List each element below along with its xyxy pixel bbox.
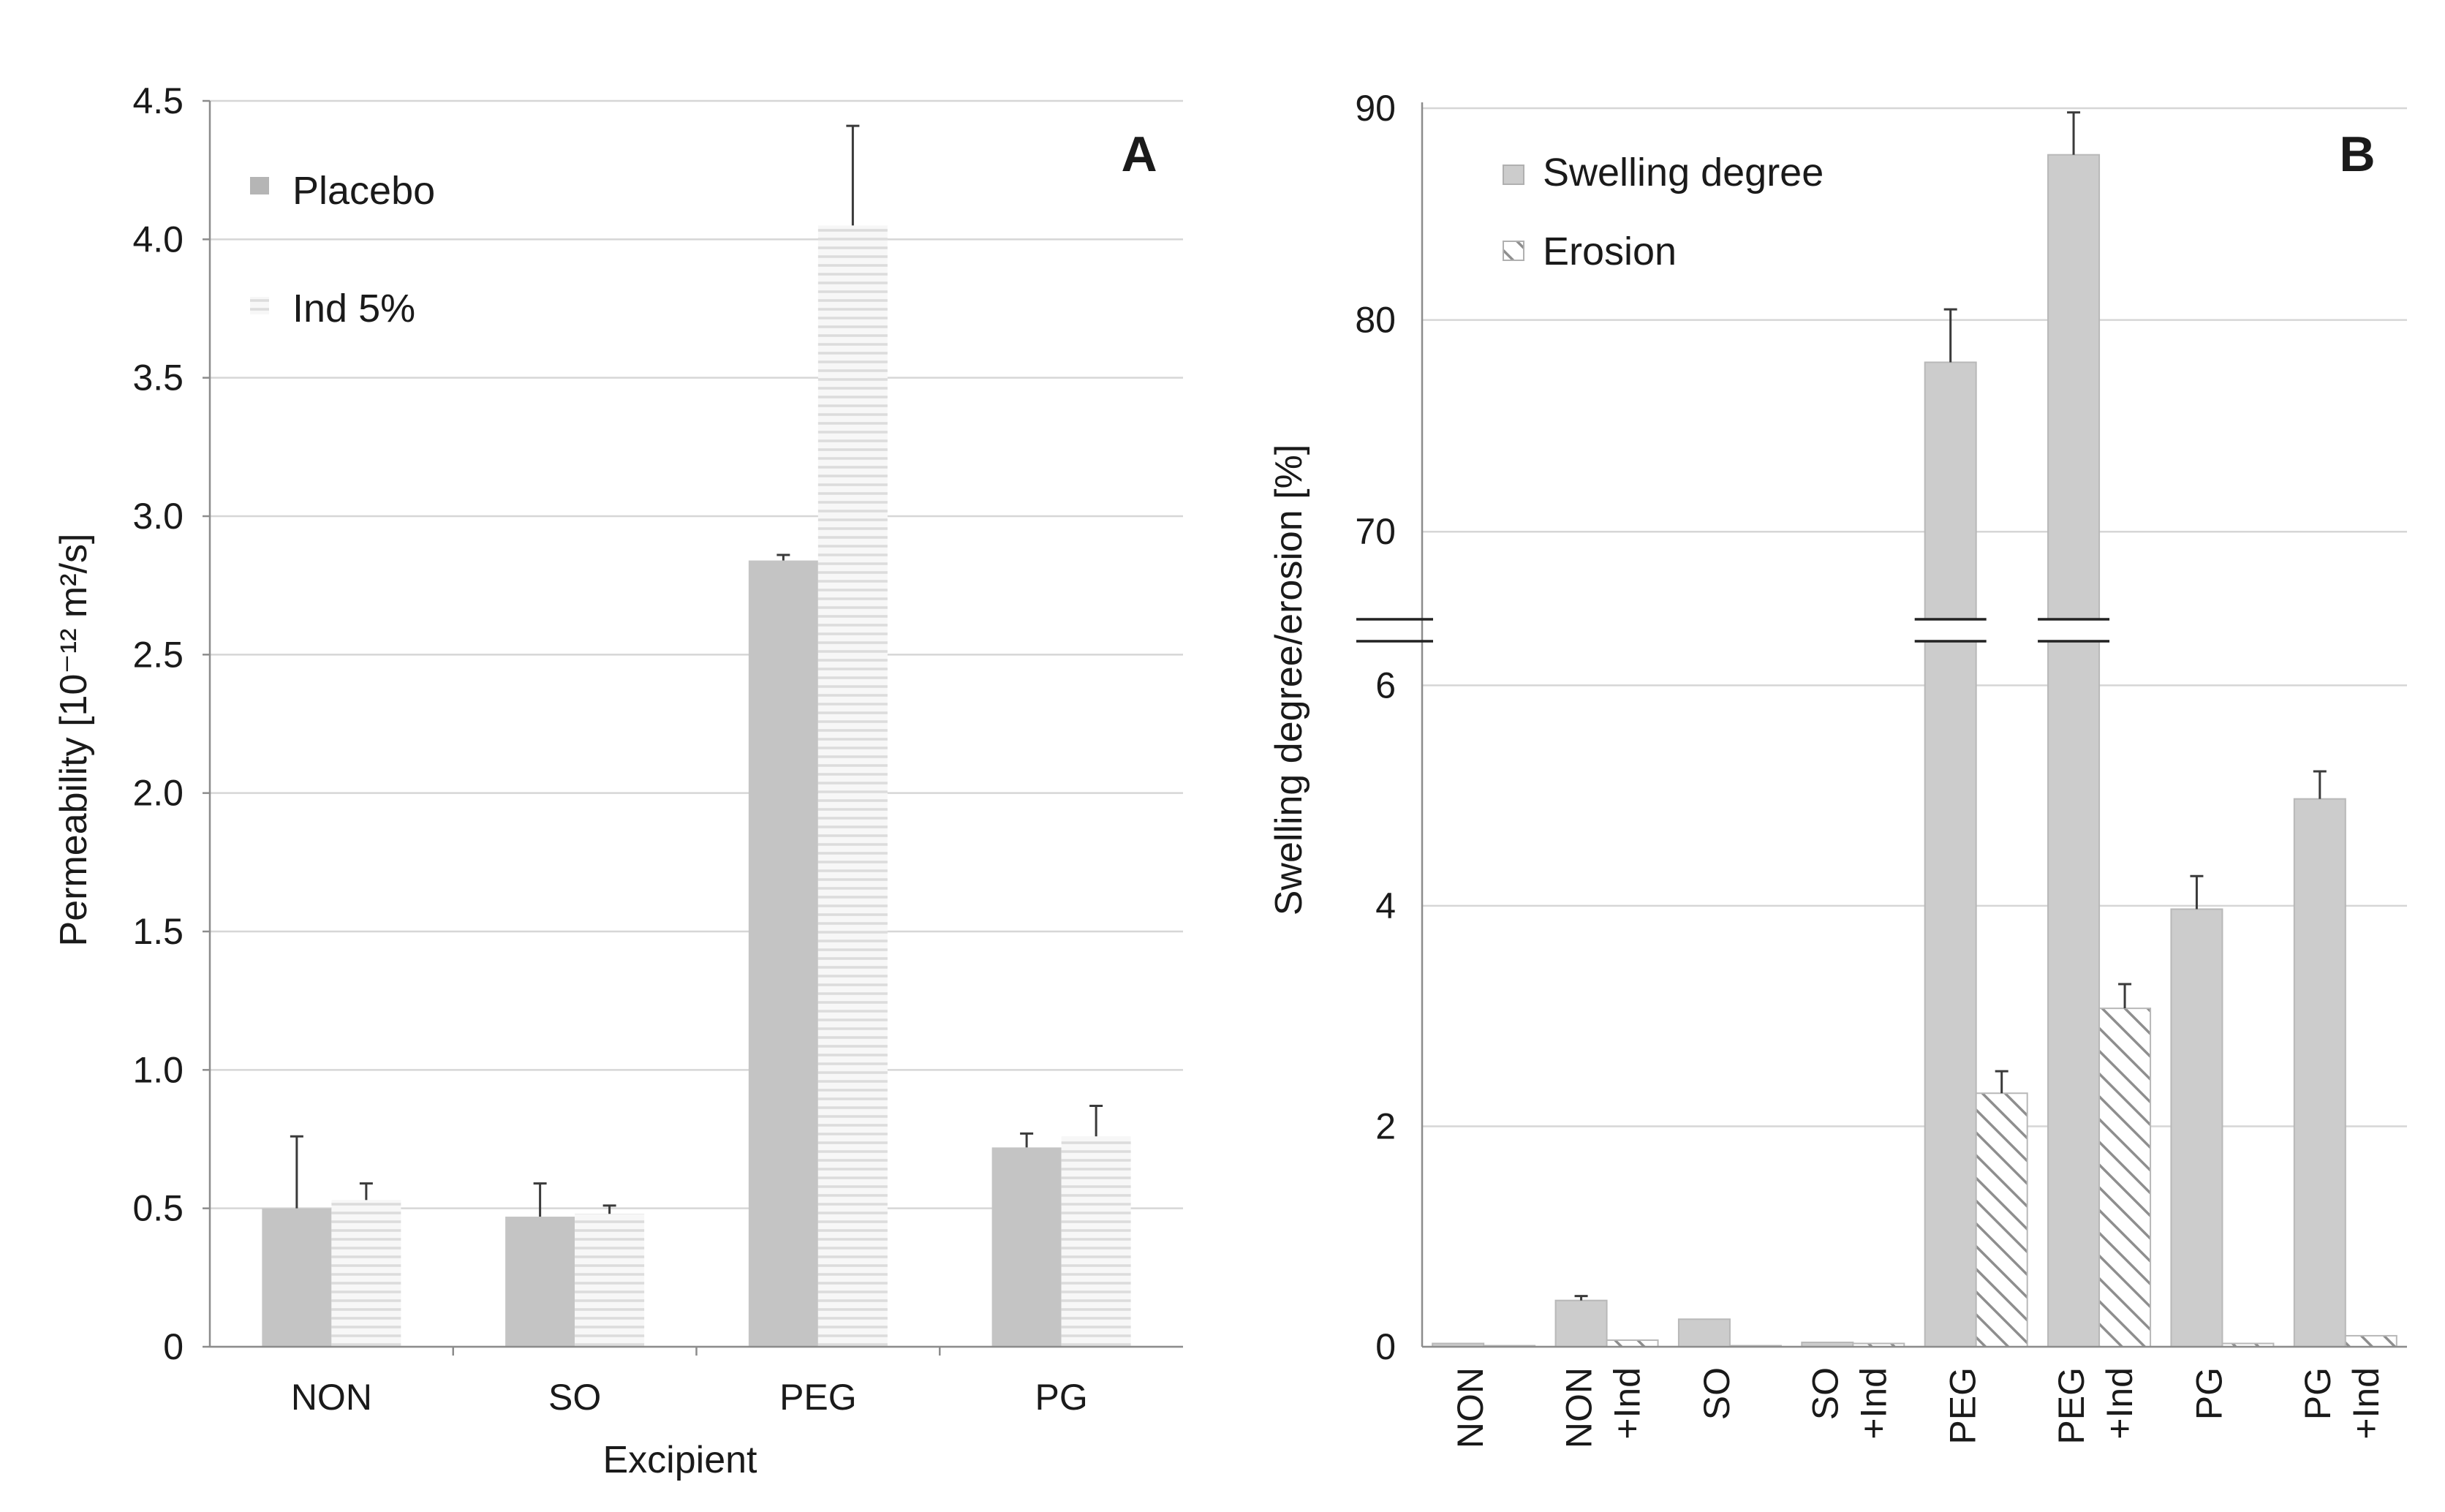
bar-b-erosion-4 xyxy=(1975,1092,2028,1347)
panel-b-gridlines xyxy=(1422,107,2407,1348)
ytick-b-upper-0: 70 xyxy=(1355,511,1396,552)
ytick-a-8: 4.0 xyxy=(132,219,184,260)
ytick-b-lower-3: 6 xyxy=(1375,665,1396,706)
ytick-a-4: 2.0 xyxy=(132,773,184,814)
bar-a-placebo-so xyxy=(505,1217,575,1347)
panel-b-category-labels: NON NON +Ind SO SO +Ind PEG PEG +Ind PG PG +Ind xyxy=(1450,1367,2387,1448)
bar-a-placebo-non xyxy=(262,1208,332,1347)
legend-label-placebo: Placebo xyxy=(292,169,435,213)
legend-label-swelling: Swelling degree xyxy=(1543,151,1824,194)
ytick-b-lower-1: 2 xyxy=(1375,1105,1396,1146)
ytick-a-7: 3.5 xyxy=(132,358,184,398)
xtick-b-6-line-0: PG xyxy=(2188,1367,2229,1420)
bar-b-swelling-degree-2 xyxy=(1677,1318,1731,1348)
panel-a-letter: A xyxy=(1121,126,1157,182)
xtick-b-5-line-0: PEG xyxy=(2051,1367,2092,1445)
panel-b-ytitle: Swelling degree/erosion [%] xyxy=(1268,445,1310,916)
xtick-b-1-line-1: +Ind xyxy=(1607,1367,1648,1440)
xtick-a-peg: PEG xyxy=(779,1377,857,1418)
bar-a-placebo-pg xyxy=(991,1147,1062,1347)
panel-b-axes: 0 2 4 6 70 80 90 xyxy=(1355,88,2407,1367)
xtick-b-3-line-0: SO xyxy=(1805,1367,1845,1420)
panel-a-bars xyxy=(262,124,1131,1347)
bar-a-ind-5--so xyxy=(575,1214,645,1347)
bar-a-ind-5--pg xyxy=(1061,1136,1131,1347)
ytick-b-upper-2: 90 xyxy=(1355,88,1396,129)
bar-b-swelling-degree-5 xyxy=(2047,154,2101,1347)
legend-swatch-placebo xyxy=(250,177,269,194)
xtick-b-1-line-0: NON xyxy=(1559,1367,1600,1448)
panel-b-legend: Swelling degree Erosion xyxy=(1503,151,1824,273)
legend-label-ind5: Ind 5% xyxy=(292,287,415,330)
bar-b-erosion-1 xyxy=(1606,1339,1659,1348)
xtick-b-7-line-0: PG xyxy=(2297,1367,2338,1420)
bar-b-swelling-degree-7 xyxy=(2293,798,2346,1347)
xtick-a-pg: PG xyxy=(1035,1377,1088,1418)
ytick-b-lower-0: 0 xyxy=(1375,1326,1396,1367)
bar-break-gap-4 xyxy=(1914,620,1987,640)
legend-swatch-swelling xyxy=(1503,165,1524,185)
ytick-a-2: 1.0 xyxy=(132,1049,184,1090)
ytick-a-1: 0.5 xyxy=(132,1188,184,1229)
ytick-a-5: 2.5 xyxy=(132,634,184,675)
ytick-a-6: 3.0 xyxy=(132,496,184,537)
bar-b-swelling-degree-4 xyxy=(1924,361,1977,1347)
panel-a-xtitle: Excipient xyxy=(603,1439,758,1481)
legend-swatch-ind5 xyxy=(250,297,269,314)
bar-b-erosion-7 xyxy=(2344,1334,2397,1348)
xtick-b-0-line-0: NON xyxy=(1450,1367,1491,1448)
bar-b-erosion-5 xyxy=(2098,1008,2152,1347)
legend-label-erosion: Erosion xyxy=(1543,230,1677,273)
ytick-b-upper-1: 80 xyxy=(1355,300,1396,341)
bar-b-swelling-degree-6 xyxy=(2170,908,2223,1347)
ytick-a-9: 4.5 xyxy=(132,80,184,121)
xtick-b-4-line-0: PEG xyxy=(1943,1367,1984,1445)
xtick-b-2-line-0: SO xyxy=(1696,1367,1737,1420)
bar-break-gap-5 xyxy=(2038,620,2110,640)
chart-panel-a: 0 0.5 1.0 1.5 2.0 2.5 3.0 3.5 4.0 4.5 NON SO PEG PG P… xyxy=(53,80,1183,1481)
ytick-a-0: 0 xyxy=(163,1326,184,1367)
xtick-a-non: NON xyxy=(291,1377,372,1418)
xtick-a-so: SO xyxy=(548,1377,601,1418)
bar-a-ind-5--non xyxy=(331,1200,401,1347)
bar-a-ind-5--peg xyxy=(817,225,888,1347)
panel-a-legend: Placebo Ind 5% xyxy=(250,169,435,330)
panel-b-bars xyxy=(1432,111,2397,1348)
bar-a-placebo-peg xyxy=(748,560,818,1347)
panel-a-axes: 0 0.5 1.0 1.5 2.0 2.5 3.0 3.5 4.0 4.5 NON SO PEG PG xyxy=(132,80,1183,1418)
legend-swatch-erosion xyxy=(1503,241,1524,261)
panel-a-ytitle: Permeability [10⁻¹² m²/s] xyxy=(53,534,95,947)
xtick-b-5-line-1: +Ind xyxy=(2099,1367,2140,1440)
ytick-a-3: 1.5 xyxy=(132,911,184,952)
panel-b-letter: B xyxy=(2339,126,2375,182)
ytick-b-lower-2: 4 xyxy=(1375,885,1396,926)
xtick-b-3-line-1: +Ind xyxy=(1853,1367,1894,1440)
xtick-b-7-line-1: +Ind xyxy=(2346,1367,2387,1440)
bar-b-swelling-degree-1 xyxy=(1554,1299,1608,1347)
